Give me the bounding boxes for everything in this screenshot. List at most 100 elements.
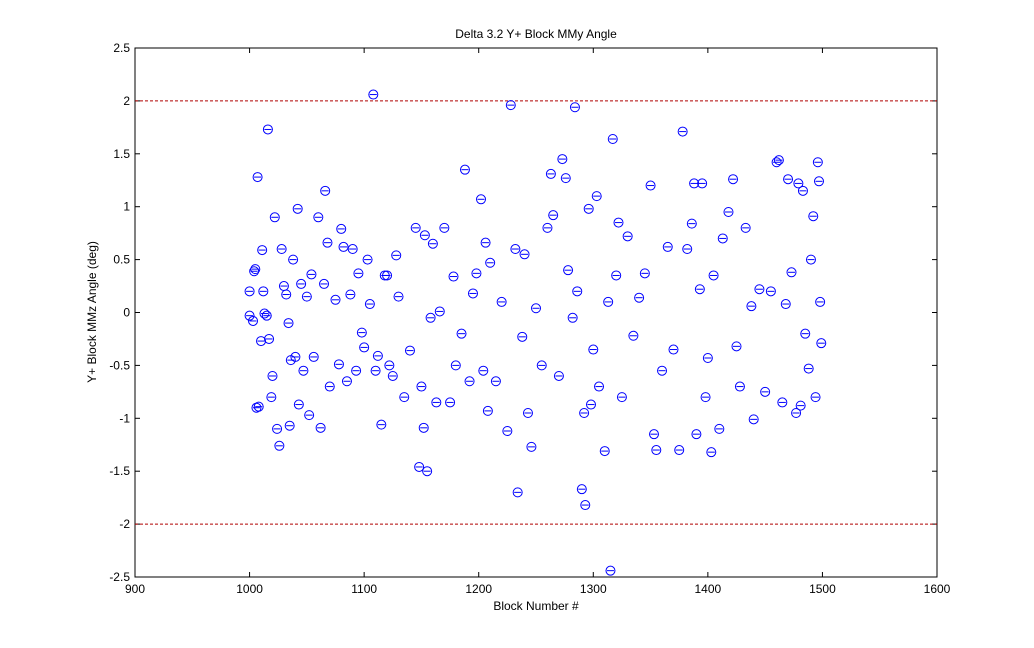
point (266, 392, 277, 403)
x-tick-label: 900 (125, 582, 145, 596)
point (708, 270, 719, 281)
point (657, 365, 668, 376)
point (284, 420, 295, 431)
point (800, 328, 811, 339)
point (628, 330, 639, 341)
x-tick-label: 1400 (695, 582, 722, 596)
point (517, 331, 528, 342)
point (536, 360, 547, 371)
point (485, 257, 496, 268)
point (482, 405, 493, 416)
point (464, 376, 475, 387)
point (795, 400, 806, 411)
point (249, 266, 260, 277)
point (810, 392, 821, 403)
x-tick-label: 1200 (465, 582, 492, 596)
point (288, 254, 299, 265)
point (480, 237, 491, 248)
y-tick-label: -1.5 (109, 464, 130, 478)
point (611, 270, 622, 281)
point (293, 399, 304, 410)
point (771, 157, 782, 168)
point (607, 133, 618, 144)
point (368, 89, 379, 100)
point (251, 402, 262, 413)
point (634, 292, 645, 303)
point (649, 429, 660, 440)
point (731, 341, 742, 352)
point (425, 312, 436, 323)
point (622, 231, 633, 242)
point (267, 370, 278, 381)
point (370, 365, 381, 376)
point (427, 238, 438, 249)
y-tick-label: -2 (119, 517, 130, 531)
point (783, 174, 794, 185)
chart-title: Delta 3.2 Y+ Block MMy Angle (455, 27, 617, 41)
point (557, 154, 568, 165)
point (605, 565, 616, 576)
point (262, 124, 273, 135)
point (682, 244, 693, 255)
y-tick-label: -1 (119, 411, 130, 425)
y-tick-label: -2.5 (109, 570, 130, 584)
point (410, 222, 421, 233)
point (259, 308, 270, 319)
point (813, 176, 824, 187)
point (304, 410, 315, 421)
point (414, 461, 425, 472)
point (563, 265, 574, 276)
point (599, 446, 610, 457)
point (333, 359, 344, 370)
point (276, 244, 287, 255)
point (594, 381, 605, 392)
y-tick-label: 0 (123, 306, 130, 320)
x-tick-label: 1300 (580, 582, 607, 596)
point (269, 212, 280, 223)
point (292, 203, 303, 214)
point (569, 102, 580, 113)
point (419, 230, 430, 241)
x-tick-label: 1100 (351, 582, 377, 596)
point (272, 423, 283, 434)
y-axis-label: Y+ Block MMz Angle (deg) (85, 241, 99, 383)
point (306, 269, 317, 280)
point (244, 286, 255, 297)
point (572, 286, 583, 297)
point (797, 185, 808, 196)
point (740, 222, 751, 233)
point (476, 194, 487, 205)
point (585, 399, 596, 410)
point (431, 397, 442, 408)
point (526, 441, 537, 452)
point (651, 445, 662, 456)
point (376, 419, 387, 430)
point (754, 284, 765, 295)
point (662, 241, 673, 252)
point (434, 306, 445, 317)
point (384, 360, 395, 371)
point (422, 466, 433, 477)
point (702, 352, 713, 363)
point (351, 365, 362, 376)
point (261, 310, 272, 321)
point (723, 206, 734, 217)
point (512, 487, 523, 498)
point (645, 180, 656, 191)
point (274, 440, 285, 451)
point (315, 422, 326, 433)
point (250, 264, 261, 275)
point (765, 286, 776, 297)
point (359, 342, 370, 353)
point (717, 233, 728, 244)
point (322, 237, 333, 248)
point (734, 381, 745, 392)
point (760, 386, 771, 397)
y-tick-label: 1.5 (113, 147, 130, 161)
point (399, 392, 410, 403)
point (816, 338, 827, 349)
point (478, 365, 489, 376)
point (553, 370, 564, 381)
point (548, 210, 559, 221)
